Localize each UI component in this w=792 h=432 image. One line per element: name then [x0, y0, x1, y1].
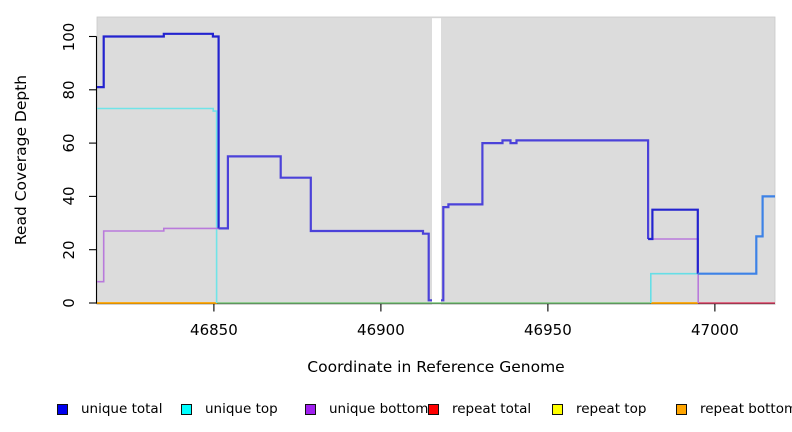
- x-axis-title: Coordinate in Reference Genome: [307, 358, 565, 376]
- series-unique-total-top-overlap: [697, 195, 775, 275]
- series-unique-total-left: [97, 32, 220, 229]
- y-tick-label: 60: [60, 133, 78, 153]
- series-unique-total-right: [648, 208, 699, 274]
- series-unique-total-mid-blend: [218, 155, 432, 302]
- series-unique-bottom-left: [97, 227, 223, 283]
- y-tick-label: 80: [60, 80, 78, 100]
- no-data-gap: [431, 18, 442, 305]
- x-tick-label: 46850: [190, 321, 238, 339]
- y-tick-label: 0: [60, 298, 78, 308]
- y-tick-label: 40: [60, 186, 78, 206]
- series-unique-total-right-blend: [441, 139, 650, 302]
- series-unique-top-left: [97, 107, 218, 303]
- y-tick-label: 100: [60, 22, 78, 51]
- x-tick-label: 46950: [524, 321, 572, 339]
- y-axis-title: Read Coverage Depth: [12, 74, 30, 246]
- y-tick-label: 20: [60, 240, 78, 260]
- series-unique-top-right: [649, 272, 698, 303]
- x-tick-label: 46900: [357, 321, 405, 339]
- x-tick-label: 47000: [691, 321, 739, 339]
